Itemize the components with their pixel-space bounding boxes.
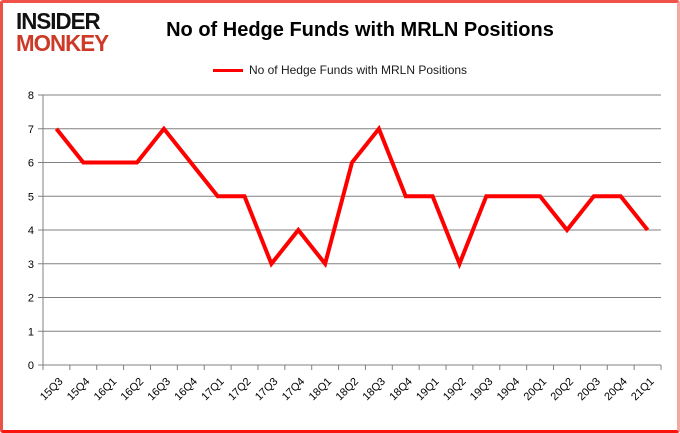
x-tick-label: 20Q4 <box>602 376 630 404</box>
x-tick-label: 20Q2 <box>549 376 577 404</box>
x-tick-label: 19Q2 <box>441 376 469 404</box>
x-tick-label: 16Q4 <box>172 376 200 404</box>
x-tick-label: 19Q1 <box>414 376 442 404</box>
x-tick-label: 17Q1 <box>199 376 227 404</box>
y-tick-label: 6 <box>28 158 34 170</box>
legend: No of Hedge Funds with MRLN Positions <box>3 63 677 77</box>
x-tick-label: 18Q3 <box>360 376 388 404</box>
series-line <box>54 124 650 270</box>
x-tick-label: 20Q3 <box>575 376 603 404</box>
x-tick-label: 18Q4 <box>387 376 415 404</box>
x-tick-label: 18Q2 <box>334 376 362 404</box>
y-tick-label: 3 <box>28 259 34 271</box>
y-tick-label: 0 <box>28 360 34 372</box>
x-tick-label: 18Q1 <box>307 376 335 404</box>
x-tick-label: 17Q2 <box>226 376 254 404</box>
logo-text-monkey: MONKEY <box>16 30 109 56</box>
x-tick-label: 15Q4 <box>65 376 93 404</box>
y-tick-label: 5 <box>28 191 34 203</box>
x-tick-label: 19Q3 <box>468 376 496 404</box>
x-tick-label: 16Q1 <box>92 376 120 404</box>
y-tick-label: 2 <box>28 293 34 305</box>
x-tick-label: 17Q4 <box>280 376 308 404</box>
x-tick-label: 17Q3 <box>253 376 281 404</box>
insider-monkey-logo: INSIDER MONKEY <box>16 8 109 56</box>
x-tick-label: 19Q4 <box>495 376 523 404</box>
x-tick-label: 16Q2 <box>119 376 147 404</box>
x-tick-label: 15Q3 <box>38 376 66 404</box>
x-tick-label: 21Q1 <box>629 376 657 404</box>
y-tick-label: 1 <box>28 326 34 338</box>
y-tick-label: 4 <box>28 225 34 237</box>
legend-label: No of Hedge Funds with MRLN Positions <box>248 63 468 77</box>
x-tick-label: 16Q3 <box>146 376 174 404</box>
chart-title: No of Hedge Funds with MRLN Positions <box>166 19 554 41</box>
y-tick-label: 8 <box>28 90 34 102</box>
logo-text-insider: INSIDER <box>16 8 101 34</box>
y-tick-label: 7 <box>28 124 34 136</box>
legend-line-swatch <box>212 68 243 72</box>
x-tick-label: 20Q1 <box>522 376 550 404</box>
